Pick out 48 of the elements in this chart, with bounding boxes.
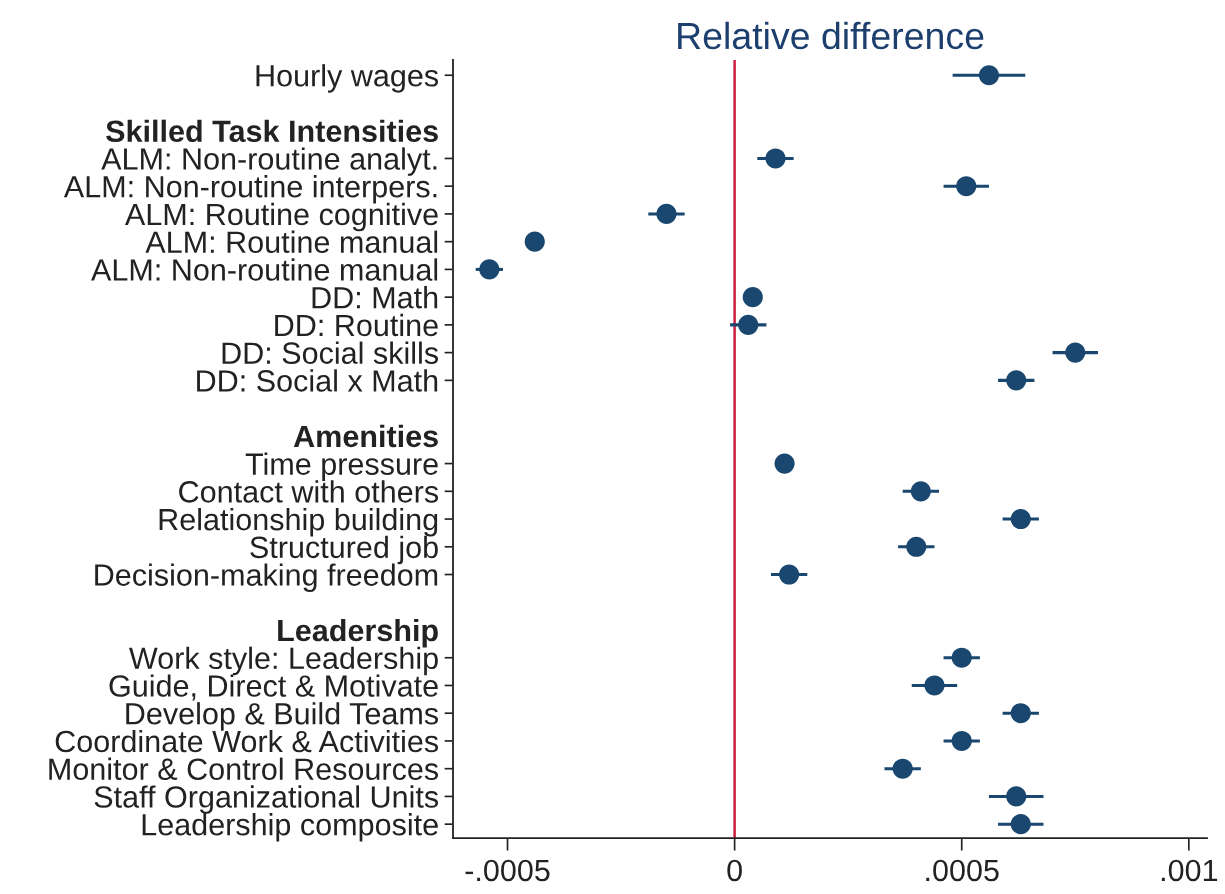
- point: [774, 453, 795, 474]
- point: [479, 259, 500, 280]
- point: [951, 730, 972, 752]
- x-tick-label: 0: [727, 859, 742, 882]
- y-tick-label: DD: Routine: [275, 313, 438, 337]
- point: [742, 287, 763, 308]
- y-tick-label: Relationship building: [159, 507, 438, 537]
- y-tick-label: Develop & Build Teams: [126, 702, 439, 731]
- y-tick-label: Staff Organizational Units: [94, 785, 439, 814]
- point: [656, 203, 677, 224]
- point: [1006, 370, 1027, 391]
- y-tick-label: DD: Math: [312, 286, 438, 309]
- y-tick-label: Skilled Task Intensities: [106, 119, 438, 143]
- y-tick-label: ALM: Non-routine analyt.: [101, 147, 437, 176]
- y-tick-label: Decision-making freedom: [95, 563, 438, 592]
- point: [951, 647, 972, 668]
- point: [1010, 508, 1031, 530]
- point: [1006, 786, 1027, 807]
- x-tick-label: .0005: [926, 859, 999, 882]
- y-tick-label: Hourly wages: [256, 64, 439, 93]
- point: [924, 675, 945, 696]
- y-tick-label: ALM: Non-routine manual: [91, 258, 438, 281]
- y-tick-label: Monitor & Control Resources: [49, 757, 439, 781]
- chart-title: Relative difference: [678, 21, 984, 50]
- y-tick-label: Contact with others: [179, 480, 439, 503]
- point: [738, 314, 759, 335]
- x-tick-label: -.0005: [465, 859, 550, 882]
- point: [906, 536, 927, 557]
- point: [1010, 703, 1031, 724]
- y-tick-label: DD: Social x Math: [197, 369, 438, 392]
- y-tick-label: Coordinate Work & Activities: [55, 729, 439, 753]
- y-tick-label: DD: Social skills: [222, 341, 439, 364]
- y-tick-label: Time pressure: [245, 452, 438, 481]
- y-tick-label: Guide, Direct & Motivate: [109, 674, 438, 701]
- point: [978, 65, 1000, 86]
- point: [892, 758, 913, 779]
- y-tick-label: Leadership: [278, 618, 438, 648]
- point: [765, 148, 786, 169]
- point: [910, 481, 931, 502]
- point: [524, 231, 545, 252]
- point: [956, 176, 977, 197]
- y-tick-label: ALM: Routine manual: [145, 230, 438, 254]
- point: [1010, 814, 1031, 835]
- point: [779, 564, 800, 585]
- y-tick-label: Leadership composite: [142, 813, 438, 842]
- point: [1065, 342, 1086, 363]
- y-tick-label: Amenities: [293, 424, 438, 448]
- x-tick-label: .001: [1161, 859, 1218, 882]
